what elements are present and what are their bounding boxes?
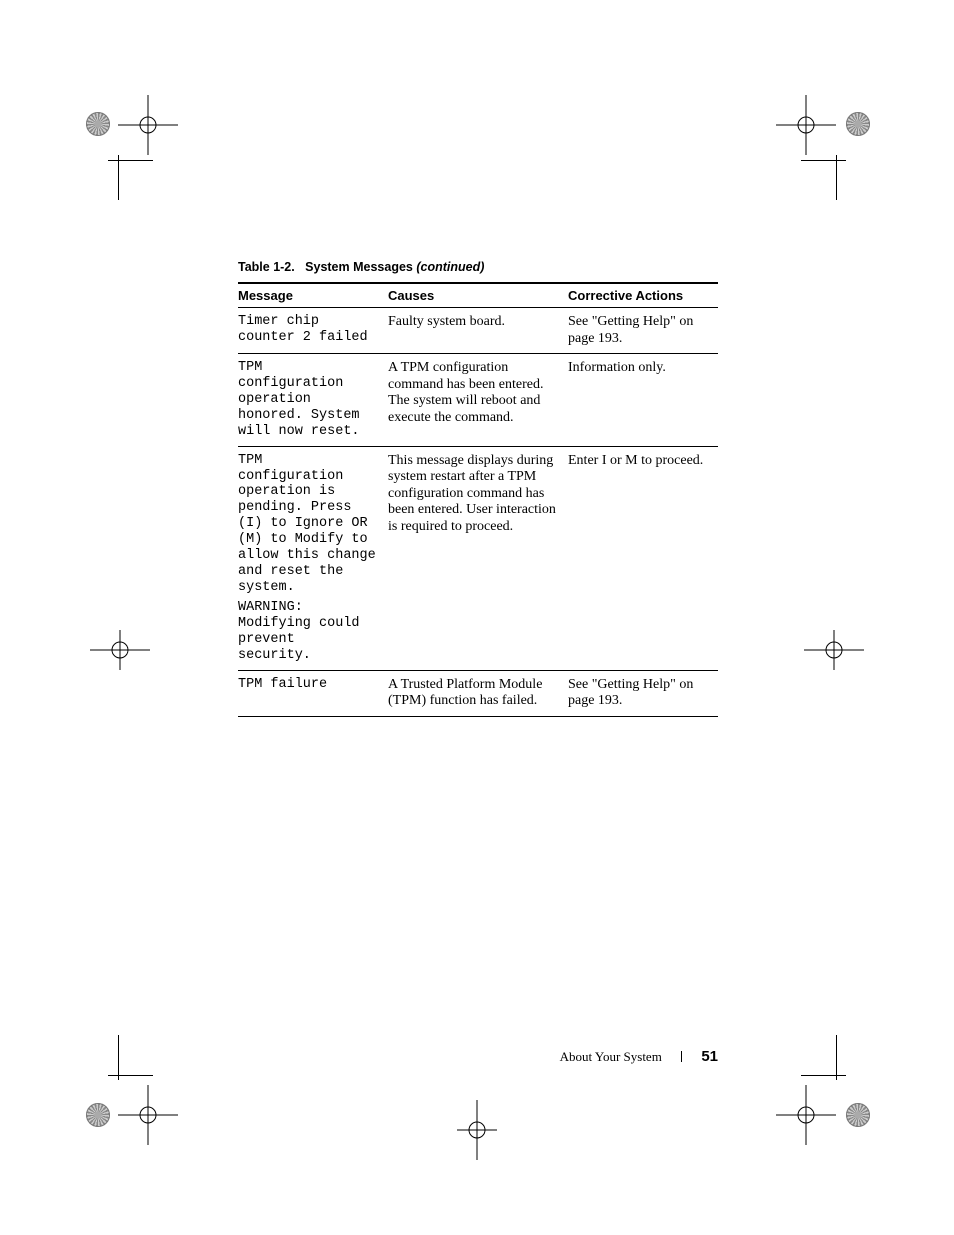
cell-cause: Faulty system board. — [388, 308, 568, 354]
system-messages-table: Message Causes Corrective Actions Timer … — [238, 282, 718, 717]
guide-line-icon — [801, 1075, 846, 1076]
crop-mark-icon — [804, 620, 864, 680]
cell-cause: This message displays during system rest… — [388, 446, 568, 598]
footer-divider-icon — [681, 1051, 682, 1062]
crop-mark-icon — [447, 1100, 507, 1160]
table-header-row: Message Causes Corrective Actions — [238, 283, 718, 308]
col-header-actions: Corrective Actions — [568, 283, 718, 308]
guide-line-icon — [108, 160, 153, 161]
cell-cause: A TPM configuration command has been ent… — [388, 354, 568, 447]
cell-cause — [388, 598, 568, 670]
col-header-causes: Causes — [388, 283, 568, 308]
page-footer: About Your System 51 — [238, 1048, 718, 1065]
guide-line-icon — [118, 155, 119, 200]
cell-action — [568, 598, 718, 670]
col-header-message: Message — [238, 283, 388, 308]
crop-mark-icon — [776, 95, 836, 155]
guide-line-icon — [118, 1035, 119, 1080]
crop-mark-icon — [90, 620, 150, 680]
cell-message: TPM configuration operation is pending. … — [238, 446, 388, 598]
table-caption: Table 1-2. System Messages (continued) — [238, 260, 718, 274]
guide-line-icon — [801, 160, 846, 161]
table-row: TPM failure A Trusted Platform Module (T… — [238, 670, 718, 716]
table-row: WARNING: Modifying could prevent securit… — [238, 598, 718, 670]
cell-action: Information only. — [568, 354, 718, 447]
cell-message: Timer chip counter 2 failed — [238, 308, 388, 354]
cell-action: See "Getting Help" on page 193. — [568, 308, 718, 354]
cell-message: TPM configuration operation honored. Sys… — [238, 354, 388, 447]
guide-line-icon — [836, 1035, 837, 1080]
crop-mark-icon — [776, 1085, 836, 1145]
rosette-icon — [846, 112, 870, 136]
crop-mark-icon — [118, 95, 178, 155]
guide-line-icon — [108, 1075, 153, 1076]
page-content: Table 1-2. System Messages (continued) M… — [238, 260, 718, 717]
table-row: TPM configuration operation is pending. … — [238, 446, 718, 598]
footer-page-number: 51 — [701, 1048, 718, 1065]
table-continued: (continued) — [416, 260, 484, 274]
guide-line-icon — [836, 155, 837, 200]
table-label: Table 1-2. — [238, 260, 295, 274]
cell-message: WARNING: Modifying could prevent securit… — [238, 598, 388, 670]
table-title: System Messages — [305, 260, 413, 274]
table-row: TPM configuration operation honored. Sys… — [238, 354, 718, 447]
table-row: Timer chip counter 2 failed Faulty syste… — [238, 308, 718, 354]
footer-section: About Your System — [560, 1049, 662, 1064]
cell-action: See "Getting Help" on page 193. — [568, 670, 718, 716]
cell-cause: A Trusted Platform Module (TPM) function… — [388, 670, 568, 716]
rosette-icon — [86, 112, 110, 136]
rosette-icon — [86, 1103, 110, 1127]
cell-message: TPM failure — [238, 670, 388, 716]
crop-mark-icon — [118, 1085, 178, 1145]
cell-action: Enter I or M to proceed. — [568, 446, 718, 598]
rosette-icon — [846, 1103, 870, 1127]
